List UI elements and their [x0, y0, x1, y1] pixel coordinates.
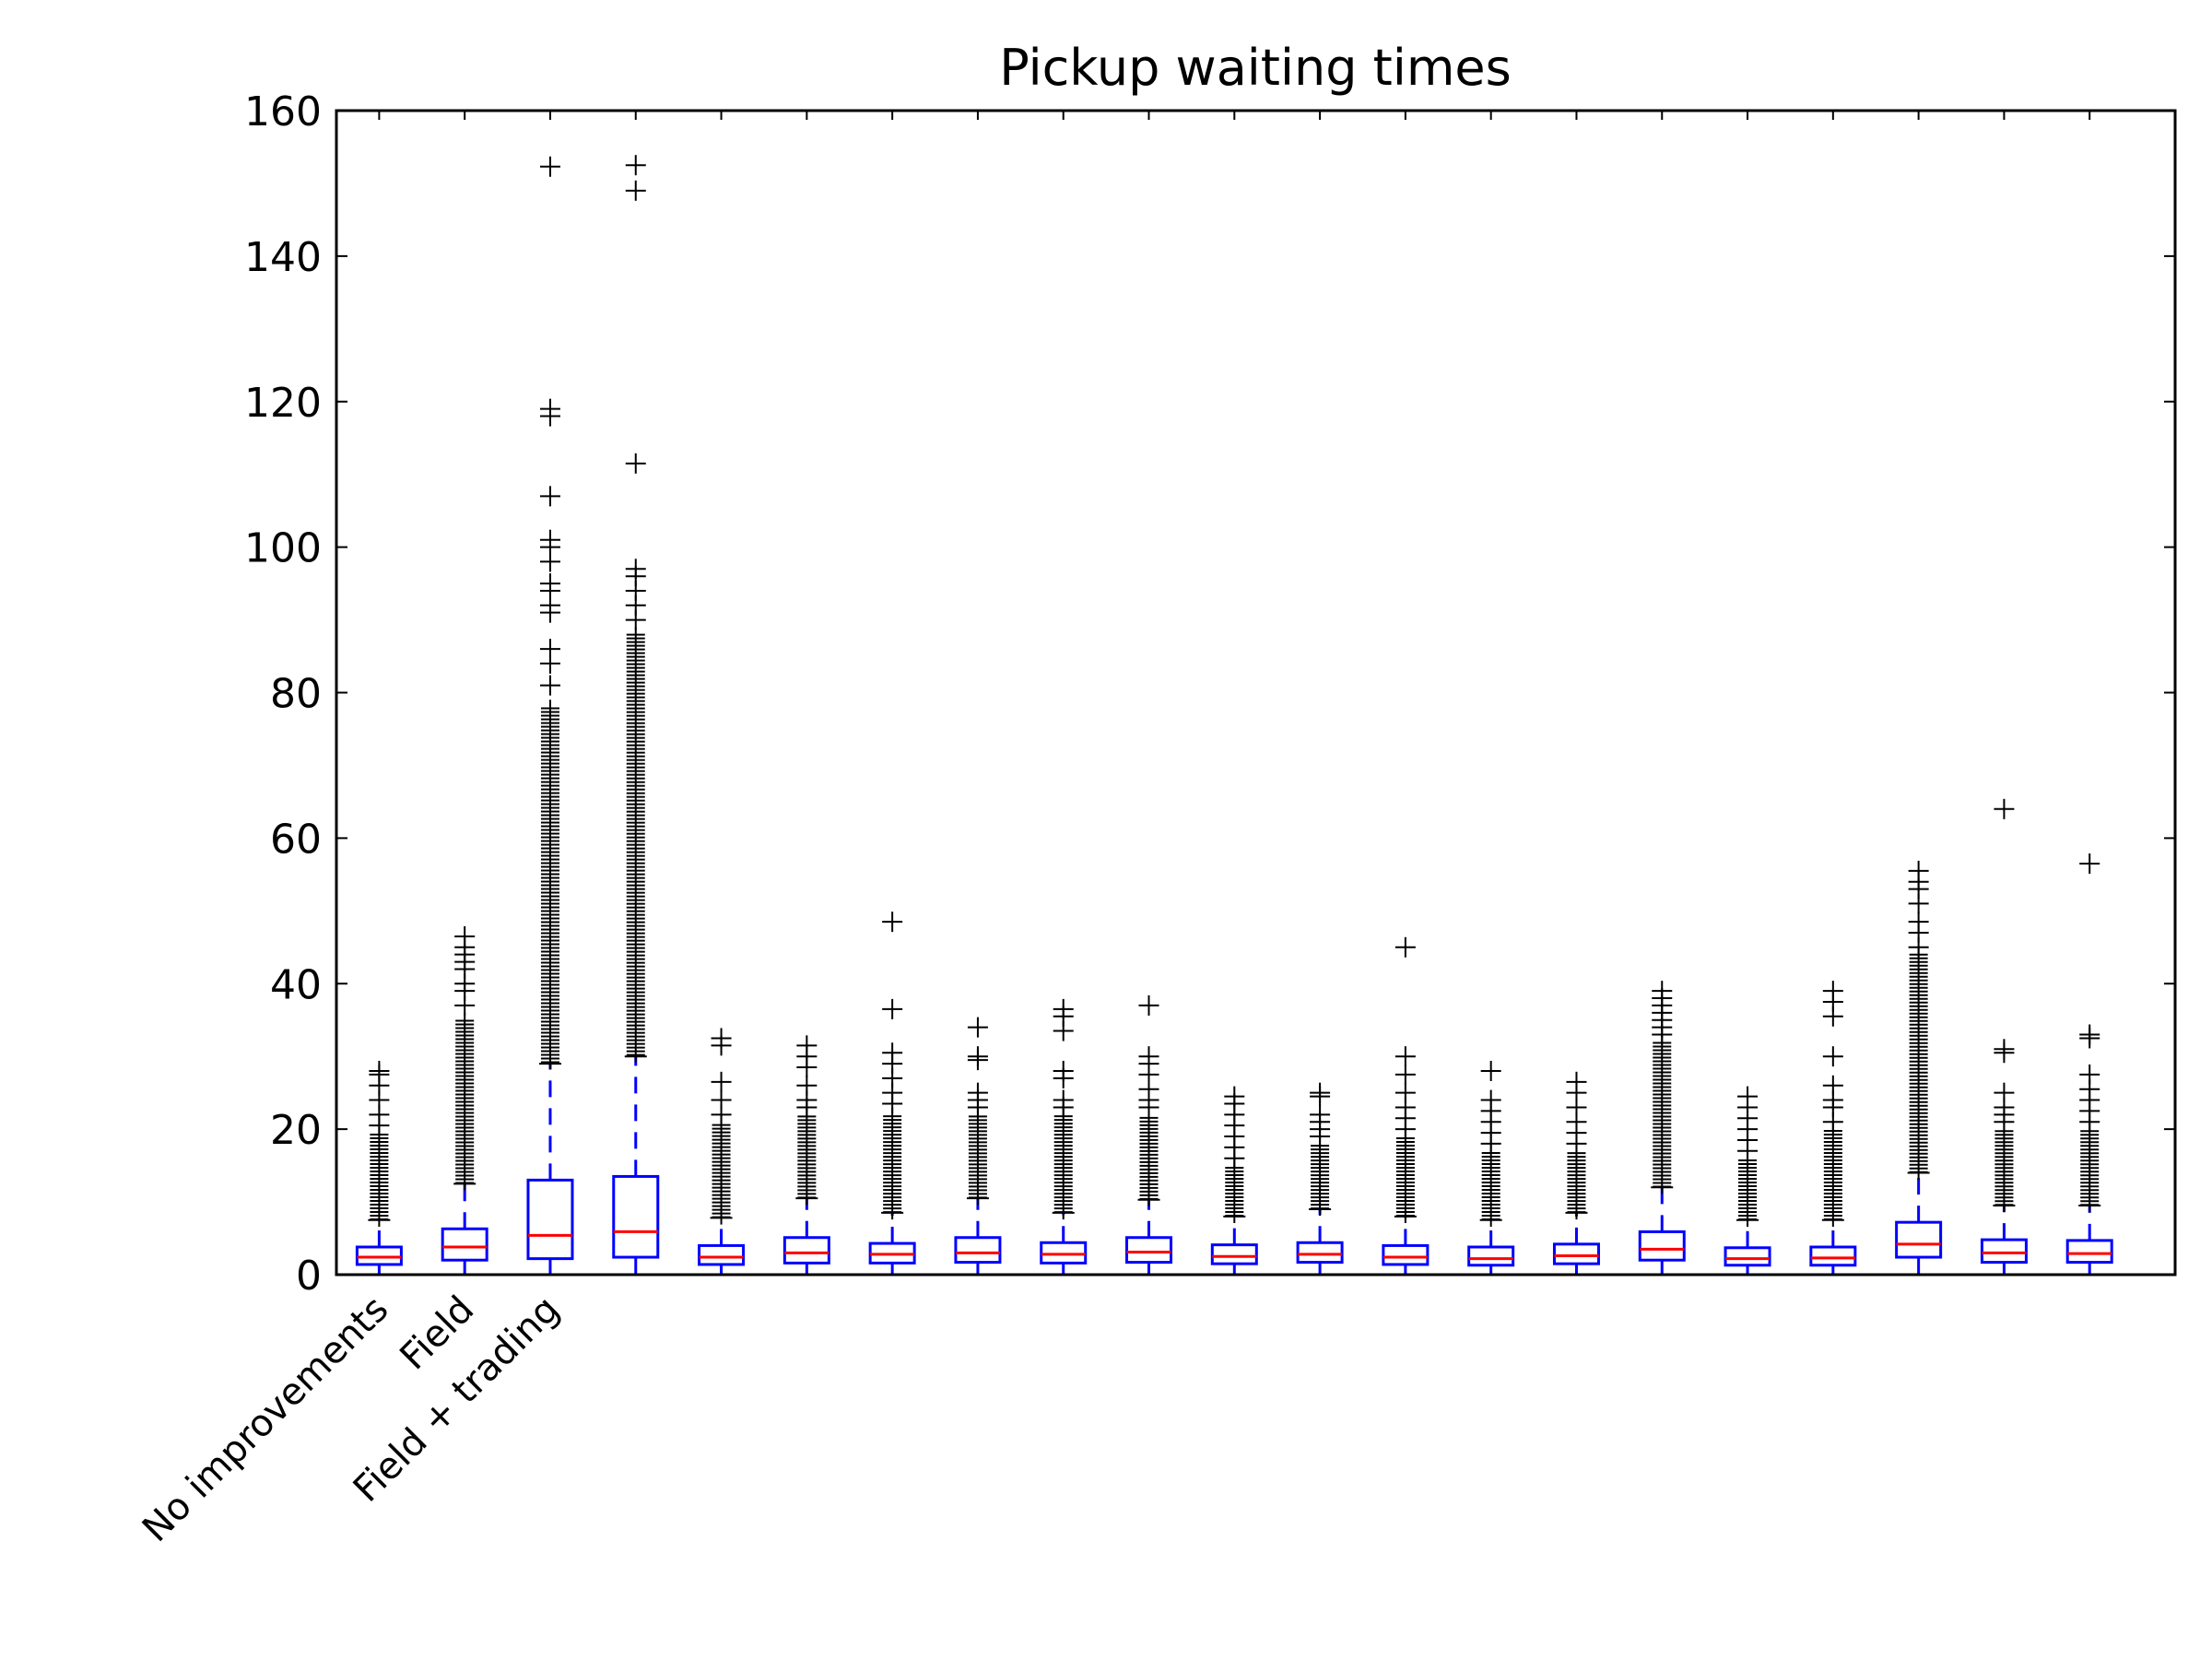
- box-iqr: [1980, 1238, 2028, 1265]
- box-group: [1724, 1086, 1771, 1276]
- boxes-layer: [355, 155, 2113, 1276]
- flier-band: [1053, 1107, 1073, 1220]
- box-iqr: [355, 1245, 403, 1266]
- flier-band: [1225, 1158, 1244, 1224]
- y-tick-label: 80: [270, 671, 322, 718]
- box-iqr: [1210, 1243, 1258, 1265]
- y-axis: 0 20 40 60 80 100 120 140 160: [244, 88, 2175, 1300]
- box-iqr: [954, 1236, 1002, 1265]
- box-iqr: [1724, 1246, 1771, 1267]
- flier-band: [1738, 1150, 1758, 1228]
- flier-band: [1395, 1129, 1415, 1224]
- box-iqr: [1809, 1245, 1857, 1267]
- box-iqr: [526, 1178, 574, 1261]
- box-group: [441, 925, 488, 1276]
- box-iqr: [698, 1243, 746, 1266]
- y-tick-label: 100: [244, 525, 322, 572]
- box-group: [1296, 1082, 1344, 1276]
- flier-band: [626, 627, 645, 1063]
- flier-band: [2080, 1122, 2100, 1213]
- box-iqr: [1125, 1236, 1173, 1265]
- y-tick-label: 140: [244, 234, 322, 281]
- box-group: [782, 1035, 830, 1276]
- box-group: [1040, 998, 1088, 1276]
- y-tick-label: 0: [296, 1253, 322, 1300]
- plot-area-frame: [335, 109, 2177, 1277]
- box-group: [612, 155, 660, 1276]
- flier-band: [1653, 1034, 1672, 1194]
- box-group: [1382, 936, 1430, 1276]
- box-iqr: [1638, 1230, 1686, 1262]
- box-iqr: [1467, 1245, 1515, 1267]
- box-group: [1552, 1071, 1600, 1276]
- y-tick-label: 120: [244, 380, 322, 427]
- box-iqr: [441, 1227, 488, 1262]
- y-tick-label: 40: [270, 961, 322, 1008]
- flier-band: [1909, 947, 1928, 1180]
- box-iqr: [2065, 1239, 2113, 1265]
- box-group: [1467, 1060, 1515, 1276]
- box-iqr: [1552, 1242, 1600, 1265]
- box-group: [1809, 981, 1857, 1276]
- box-group: [1125, 994, 1173, 1276]
- box-group: [868, 912, 916, 1276]
- box-iqr: [1382, 1243, 1430, 1266]
- flier-band: [1139, 1107, 1159, 1206]
- box-group: [954, 1017, 1002, 1276]
- box-iqr: [1040, 1241, 1088, 1265]
- box-group: [1210, 1086, 1258, 1276]
- box-group: [2065, 853, 2113, 1276]
- box-group: [698, 1028, 746, 1276]
- flier-band: [540, 700, 559, 1070]
- box-iqr: [612, 1174, 660, 1259]
- box-group: [1980, 798, 2028, 1276]
- box-group: [355, 1060, 403, 1276]
- flier-band: [1567, 1143, 1586, 1220]
- flier-band: [1823, 1122, 1842, 1228]
- box-group: [526, 156, 574, 1276]
- y-tick-label: 160: [244, 88, 322, 135]
- box-group: [1638, 981, 1686, 1276]
- box-group: [1895, 860, 1943, 1276]
- box-iqr: [782, 1236, 830, 1265]
- flier-band: [883, 1107, 902, 1220]
- flier-band: [1311, 1135, 1330, 1217]
- box-iqr: [1895, 1220, 1943, 1259]
- y-tick-label: 20: [270, 1107, 322, 1154]
- flier-band: [968, 1107, 987, 1206]
- flier-band: [455, 1012, 475, 1191]
- chart-title: Pickup waiting times: [999, 39, 1512, 97]
- box-iqr: [1296, 1241, 1344, 1265]
- flier-band: [712, 1114, 731, 1225]
- y-tick-label: 60: [270, 816, 322, 863]
